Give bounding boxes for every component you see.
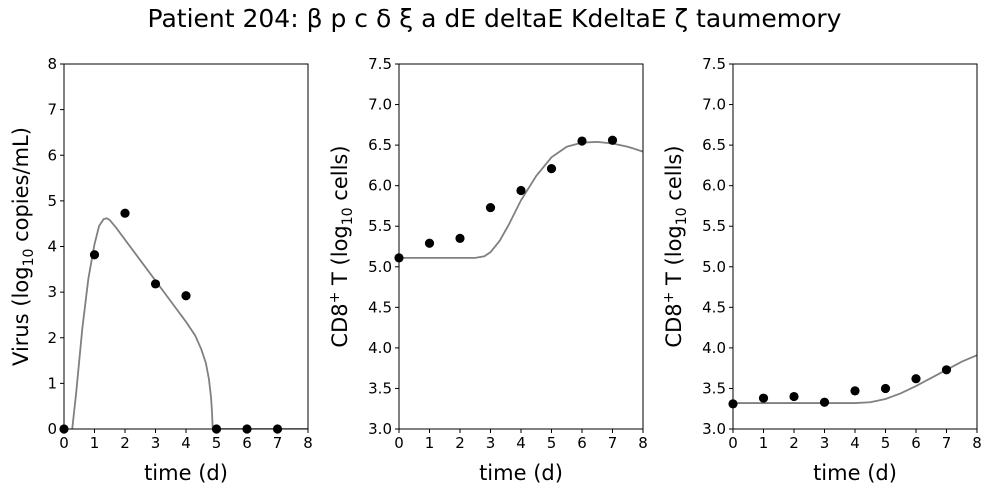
x-tick-label: 2 bbox=[455, 434, 465, 452]
x-tick-label: 1 bbox=[90, 434, 100, 452]
data-point bbox=[911, 374, 921, 384]
y-tick-label: 6 bbox=[47, 146, 57, 164]
x-tick-label: 2 bbox=[789, 434, 799, 452]
axes-frame bbox=[63, 63, 309, 430]
y-tick-label: 8 bbox=[47, 55, 57, 73]
y-tick-label: 2 bbox=[47, 329, 57, 347]
x-tick-label: 8 bbox=[638, 434, 648, 452]
x-tick-label: 4 bbox=[181, 434, 191, 452]
y-tick-label: 7.5 bbox=[368, 55, 392, 73]
y-tick-label: 0 bbox=[47, 420, 57, 438]
x-tick-label: 8 bbox=[972, 434, 982, 452]
y-tick-label: 5.0 bbox=[368, 258, 392, 276]
y-axis-label: CD8+ T (log10 cells) bbox=[661, 145, 690, 347]
panel-cd8-1: 0 1 2 3 4 5 6 7 8 3.0 3.5 4.0 4.5 5.0 5.5 6.0 6.5 7.0 7.5 t… bbox=[327, 55, 648, 485]
data-point bbox=[880, 383, 891, 394]
x-tick-label: 6 bbox=[911, 434, 921, 452]
figure-title: Patient 204: β p c δ ξ a dE deltaE Kdelt… bbox=[147, 4, 842, 33]
y-axis-label: CD8+ T (log10 cells) bbox=[327, 145, 356, 347]
y-axis-label: Virus (log10 copies/mL) bbox=[9, 127, 37, 366]
model-fit-line bbox=[399, 140, 643, 259]
x-tick-label: 8 bbox=[303, 434, 313, 452]
x-tick-label: 0 bbox=[59, 434, 69, 452]
x-tick-label: 5 bbox=[547, 434, 557, 452]
data-point bbox=[941, 365, 952, 375]
x-tick-label: 5 bbox=[212, 434, 222, 452]
panel-virus: 0 1 2 3 4 5 6 7 8 0 1 2 3 4 5 6 7 8 time (d) Virus (log10 c… bbox=[9, 55, 313, 485]
data-point bbox=[455, 233, 465, 243]
data-point bbox=[150, 279, 161, 289]
x-tick-label: 4 bbox=[516, 434, 526, 452]
data-point bbox=[120, 208, 130, 218]
x-axis-label: time (d) bbox=[479, 461, 563, 485]
y-tick-label: 3.5 bbox=[368, 379, 392, 397]
y-tick-label: 5.5 bbox=[702, 217, 726, 235]
y-tick-label: 6.0 bbox=[368, 177, 392, 195]
y-tick-label: 4.0 bbox=[702, 339, 726, 357]
y-tick-label: 3.5 bbox=[702, 379, 726, 397]
y-tick-label: 3.0 bbox=[368, 420, 392, 438]
data-point bbox=[485, 202, 496, 213]
y-tick-label: 3.0 bbox=[702, 420, 726, 438]
x-tick-label: 7 bbox=[942, 434, 952, 452]
x-tick-label: 7 bbox=[608, 434, 618, 452]
x-tick-label: 1 bbox=[425, 434, 435, 452]
x-tick-label: 6 bbox=[577, 434, 587, 452]
y-tick-label: 7 bbox=[47, 101, 57, 119]
axes-frame bbox=[732, 63, 978, 430]
data-point bbox=[819, 397, 830, 407]
data-point bbox=[424, 238, 435, 248]
data-point bbox=[546, 164, 557, 174]
data-point bbox=[516, 185, 526, 196]
x-tick-label: 5 bbox=[881, 434, 891, 452]
x-axis-label: time (d) bbox=[144, 461, 228, 485]
x-tick-label: 3 bbox=[820, 434, 830, 452]
axes-frame bbox=[398, 63, 644, 430]
y-tick-label: 6.0 bbox=[702, 177, 726, 195]
x-tick-label: 2 bbox=[120, 434, 130, 452]
y-tick-label: 6.5 bbox=[702, 136, 726, 154]
data-point bbox=[789, 391, 799, 402]
y-tick-label: 7.0 bbox=[368, 96, 392, 114]
y-tick-label: 4.5 bbox=[702, 298, 726, 316]
data-point bbox=[89, 250, 100, 260]
panel-cd8-2: 0 1 2 3 4 5 6 7 8 3.0 3.5 4.0 4.5 5.0 5.5 6.0 6.5 7.0 7.5 t… bbox=[661, 55, 982, 485]
y-tick-label: 7.5 bbox=[702, 55, 726, 73]
x-tick-label: 0 bbox=[394, 434, 404, 452]
model-fit-line bbox=[71, 217, 308, 429]
y-tick-label: 3 bbox=[47, 283, 57, 301]
data-point bbox=[758, 393, 769, 403]
x-tick-label: 3 bbox=[151, 434, 161, 452]
x-tick-label: 7 bbox=[273, 434, 283, 452]
x-tick-label: 1 bbox=[759, 434, 769, 452]
data-point bbox=[577, 136, 587, 146]
x-tick-label: 4 bbox=[850, 434, 860, 452]
data-point bbox=[181, 291, 191, 301]
data-point bbox=[850, 386, 860, 396]
data-point bbox=[607, 135, 618, 145]
y-tick-label: 4.5 bbox=[368, 298, 392, 316]
y-tick-label: 4 bbox=[47, 238, 57, 256]
y-tick-label: 5.5 bbox=[368, 217, 392, 235]
y-tick-label: 5.0 bbox=[702, 258, 726, 276]
x-tick-label: 0 bbox=[728, 434, 738, 452]
x-axis-label: time (d) bbox=[813, 461, 897, 485]
x-tick-label: 3 bbox=[486, 434, 496, 452]
y-tick-label: 6.5 bbox=[368, 136, 392, 154]
y-tick-label: 7.0 bbox=[702, 96, 726, 114]
y-tick-label: 1 bbox=[47, 374, 57, 392]
model-fit-line bbox=[733, 354, 977, 404]
y-tick-label: 5 bbox=[47, 192, 57, 210]
x-tick-label: 6 bbox=[242, 434, 252, 452]
y-tick-label: 4.0 bbox=[368, 339, 392, 357]
